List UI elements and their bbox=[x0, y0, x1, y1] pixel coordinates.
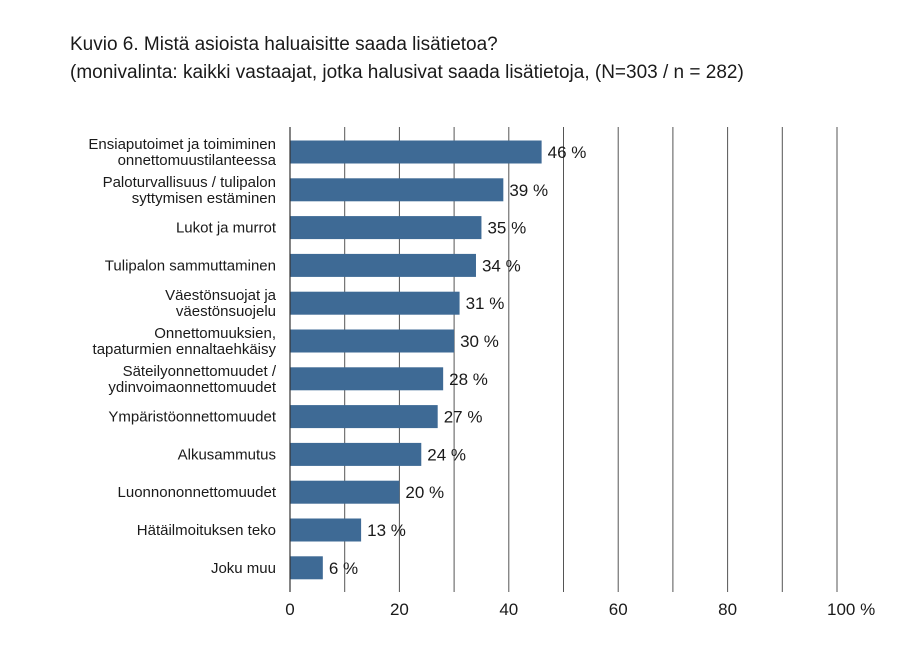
x-tick-label: 100 % bbox=[827, 600, 875, 619]
value-label: 13 % bbox=[367, 521, 406, 540]
bar bbox=[290, 253, 476, 277]
bar bbox=[290, 480, 400, 504]
value-label: 39 % bbox=[509, 181, 548, 200]
x-tick-label: 0 bbox=[285, 600, 294, 619]
bar bbox=[290, 556, 323, 580]
category-label: Luonnononnettomuudet bbox=[118, 484, 277, 501]
bar bbox=[290, 518, 362, 542]
category-label: Ympäristöonnettomuudet bbox=[108, 409, 276, 426]
bar bbox=[290, 140, 542, 164]
value-label: 27 % bbox=[444, 408, 483, 427]
category-label: Joku muu bbox=[211, 560, 276, 577]
value-label: 6 % bbox=[329, 559, 358, 578]
bar bbox=[290, 442, 422, 466]
chart-subtitle: (monivalinta: kaikki vastaajat, jotka ha… bbox=[70, 62, 744, 83]
x-tick-label: 20 bbox=[390, 600, 409, 619]
x-tick-label: 80 bbox=[718, 600, 737, 619]
bar bbox=[290, 367, 444, 391]
category-label: Ensiaputoimet ja toimiminen onnettomuusti… bbox=[88, 136, 276, 169]
bar bbox=[290, 216, 482, 240]
bar bbox=[290, 178, 504, 202]
value-label: 34 % bbox=[482, 256, 521, 275]
value-label: 35 % bbox=[487, 219, 526, 238]
category-label: Alkusammutus bbox=[178, 446, 276, 463]
category-label: Hätäilmoituksen teko bbox=[137, 522, 276, 539]
category-label: Väestönsuojat ja väestönsuojelu bbox=[165, 287, 277, 320]
value-label: 46 % bbox=[548, 143, 587, 162]
value-label: 20 % bbox=[405, 483, 444, 502]
x-tick-label: 60 bbox=[609, 600, 628, 619]
chart-title: Kuvio 6. Mistä asioista haluaisitte saad… bbox=[70, 34, 498, 55]
category-label: Onnettomuuksien, tapaturmien ennaltaehkäi… bbox=[93, 325, 277, 358]
bar bbox=[290, 405, 438, 429]
category-label: Säteilyonnettomuudet / ydinvoimaonnettomu… bbox=[108, 363, 276, 396]
category-label: Paloturvallisuus / tulipalon syttymisen e… bbox=[103, 174, 276, 207]
bar bbox=[290, 329, 455, 353]
value-label: 28 % bbox=[449, 370, 488, 389]
value-label: 31 % bbox=[466, 294, 505, 313]
value-label: 24 % bbox=[427, 445, 466, 464]
bar bbox=[290, 291, 460, 315]
category-label: Lukot ja murrot bbox=[176, 220, 277, 237]
value-label: 30 % bbox=[460, 332, 499, 351]
x-tick-label: 40 bbox=[499, 600, 518, 619]
category-label: Tulipalon sammuttaminen bbox=[105, 257, 276, 274]
